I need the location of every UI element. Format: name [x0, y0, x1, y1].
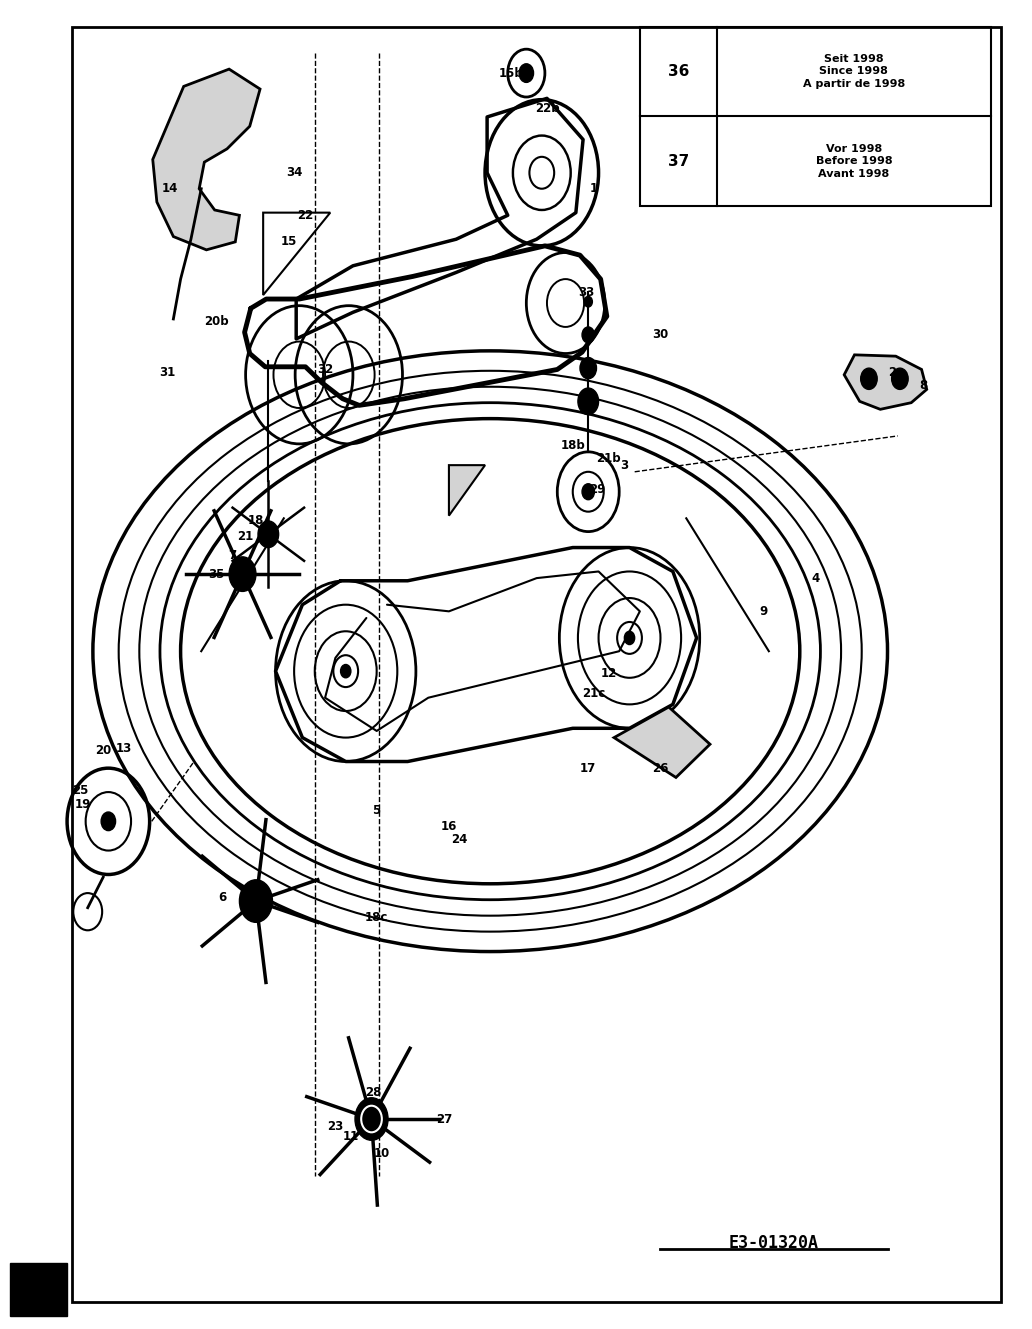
Text: 3: 3	[620, 459, 628, 472]
Circle shape	[582, 327, 594, 343]
Text: 19: 19	[74, 797, 91, 811]
Text: 33: 33	[578, 286, 594, 299]
Text: 6: 6	[218, 890, 226, 904]
Text: 18: 18	[248, 514, 264, 528]
Polygon shape	[153, 69, 260, 250]
Text: 22: 22	[297, 209, 314, 222]
Text: 13: 13	[116, 742, 132, 755]
Text: 18c: 18c	[365, 910, 388, 924]
Text: 36: 36	[668, 64, 689, 78]
Text: 11: 11	[343, 1130, 359, 1143]
Polygon shape	[844, 355, 927, 409]
Text: 22b: 22b	[535, 102, 559, 116]
Circle shape	[258, 521, 279, 548]
Text: 14: 14	[162, 182, 179, 195]
Circle shape	[892, 368, 908, 389]
Circle shape	[861, 368, 877, 389]
Text: 21b: 21b	[596, 452, 621, 465]
Circle shape	[355, 1098, 388, 1140]
Text: 18b: 18b	[560, 439, 585, 452]
Text: 9: 9	[760, 605, 768, 618]
Text: 5: 5	[373, 804, 381, 817]
Text: E3-01320A: E3-01320A	[729, 1233, 819, 1252]
Text: Vor 1998
Before 1998
Avant 1998: Vor 1998 Before 1998 Avant 1998	[815, 144, 893, 178]
Circle shape	[239, 880, 272, 922]
Text: 20b: 20b	[204, 315, 229, 328]
Text: 17: 17	[580, 762, 596, 775]
Circle shape	[578, 388, 599, 415]
Bar	[72, 27, 1001, 1302]
Circle shape	[101, 812, 116, 831]
Text: 21: 21	[237, 530, 254, 544]
Text: 31: 31	[159, 365, 175, 379]
Text: 4: 4	[811, 571, 819, 585]
Text: 12: 12	[601, 667, 617, 680]
Text: 15b: 15b	[498, 66, 523, 80]
Text: 2: 2	[889, 365, 897, 379]
Bar	[10, 1263, 67, 1316]
Text: 29: 29	[589, 482, 606, 496]
Circle shape	[519, 64, 534, 82]
Text: 24: 24	[451, 833, 467, 847]
Text: 37: 37	[668, 154, 689, 169]
Circle shape	[582, 484, 594, 500]
Circle shape	[580, 358, 596, 379]
Circle shape	[584, 296, 592, 307]
Text: 26: 26	[652, 762, 669, 775]
Text: 23: 23	[327, 1120, 344, 1134]
Text: 1: 1	[589, 182, 598, 195]
Text: 7: 7	[228, 549, 236, 562]
Text: 30: 30	[652, 328, 669, 342]
Text: 20: 20	[95, 744, 111, 758]
Text: 21c: 21c	[582, 687, 605, 700]
Bar	[640, 27, 991, 206]
Text: 25: 25	[72, 784, 89, 797]
Circle shape	[229, 557, 256, 591]
Text: 28: 28	[365, 1086, 382, 1099]
Circle shape	[341, 664, 351, 678]
Text: 34: 34	[286, 166, 302, 179]
Text: Seit 1998
Since 1998
A partir de 1998: Seit 1998 Since 1998 A partir de 1998	[803, 54, 905, 89]
Circle shape	[624, 631, 635, 645]
Text: 35: 35	[208, 567, 225, 581]
Text: 15: 15	[281, 235, 297, 249]
Polygon shape	[614, 707, 710, 777]
Text: 32: 32	[317, 363, 333, 376]
Text: 16: 16	[441, 820, 457, 833]
Text: 8: 8	[920, 379, 928, 392]
Text: 10: 10	[374, 1147, 390, 1160]
Polygon shape	[449, 465, 485, 516]
Text: 27: 27	[436, 1112, 452, 1126]
